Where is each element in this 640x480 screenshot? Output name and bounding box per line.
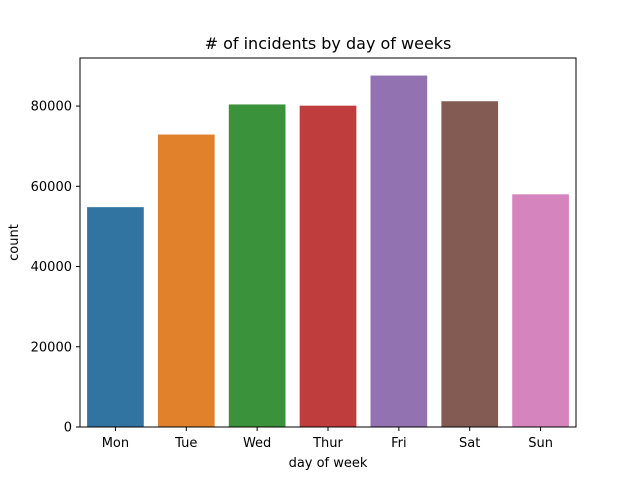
bar-sat [441,101,499,427]
x-tick-label: Sun [528,436,553,451]
x-tick-label: Fri [391,436,407,451]
x-axis-label: day of week [289,456,368,471]
y-tick-label: 0 [64,421,72,436]
y-axis-label: count [7,224,22,261]
bar-sun [512,194,569,427]
bar-thur [299,105,357,427]
plot-frame [79,57,577,428]
bar-fri [370,75,428,427]
x-tick-label: Mon [102,436,129,451]
bar-mon [87,207,144,427]
bar-wed [228,104,286,428]
y-tick-label: 20000 [31,340,72,355]
x-tick-label: Sat [459,436,480,451]
bar-tue [157,134,215,428]
bars-layer [87,75,569,428]
x-axis-ticks: Mon Tue Wed Thur Fri Sat Sun [102,427,553,451]
chart-title: # of incidents by day of weeks [205,34,452,53]
y-axis-ticks: 0 20000 40000 60000 80000 [31,100,80,436]
x-tick-label: Wed [243,436,271,451]
y-tick-label: 80000 [31,100,72,115]
x-tick-label: Thur [312,436,343,451]
y-tick-label: 60000 [31,180,72,195]
y-tick-label: 40000 [31,260,72,275]
x-tick-label: Tue [174,436,197,451]
